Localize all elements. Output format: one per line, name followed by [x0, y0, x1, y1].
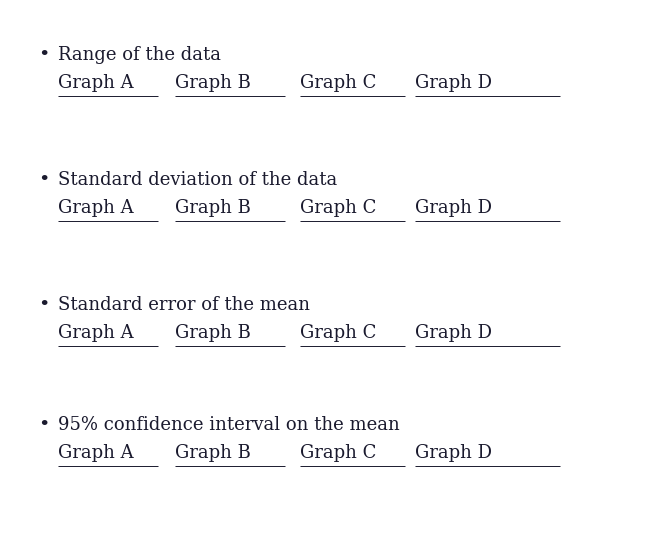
Text: Graph C: Graph C	[300, 444, 377, 462]
Text: Graph C: Graph C	[300, 324, 377, 342]
Text: Graph A: Graph A	[58, 74, 134, 92]
Text: •: •	[38, 46, 50, 64]
Text: Graph A: Graph A	[58, 324, 134, 342]
Text: Graph B: Graph B	[175, 324, 251, 342]
Text: Graph A: Graph A	[58, 199, 134, 217]
Text: •: •	[38, 416, 50, 434]
Text: Graph C: Graph C	[300, 74, 377, 92]
Text: 95% confidence interval on the mean: 95% confidence interval on the mean	[58, 416, 400, 434]
Text: Graph C: Graph C	[300, 199, 377, 217]
Text: Range of the data: Range of the data	[58, 46, 221, 64]
Text: •: •	[38, 296, 50, 314]
Text: Graph D: Graph D	[415, 324, 492, 342]
Text: Graph D: Graph D	[415, 444, 492, 462]
Text: Standard error of the mean: Standard error of the mean	[58, 296, 310, 314]
Text: Graph B: Graph B	[175, 74, 251, 92]
Text: Graph D: Graph D	[415, 74, 492, 92]
Text: Graph D: Graph D	[415, 199, 492, 217]
Text: Graph B: Graph B	[175, 444, 251, 462]
Text: •: •	[38, 171, 50, 189]
Text: Standard deviation of the data: Standard deviation of the data	[58, 171, 337, 189]
Text: Graph B: Graph B	[175, 199, 251, 217]
Text: Graph A: Graph A	[58, 444, 134, 462]
